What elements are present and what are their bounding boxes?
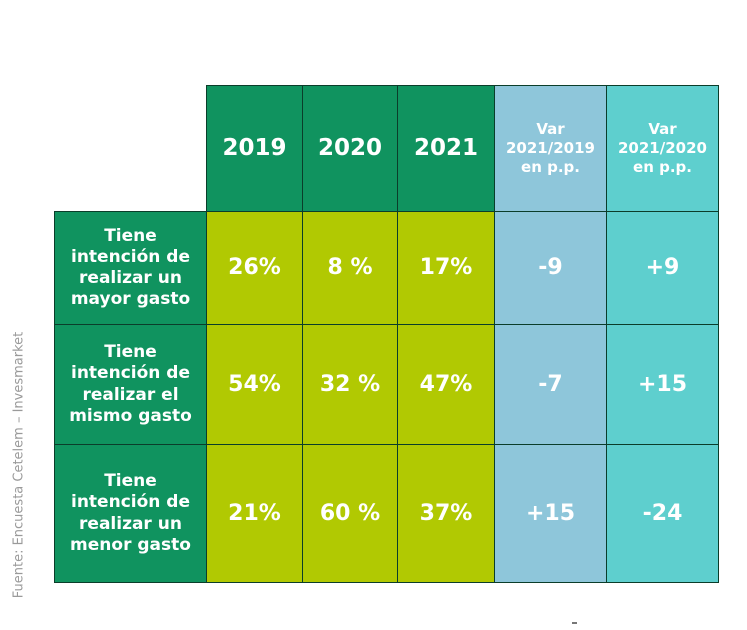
- table-cell: 8 %: [302, 211, 398, 325]
- table-cell: 60 %: [302, 444, 398, 583]
- table-cell: +15: [494, 444, 607, 583]
- corner-cell: [55, 86, 207, 212]
- table-row: Tiene intención de realizar un menor gas…: [54, 444, 719, 583]
- data-table: 2019 2020 2021 Var 2021/2019 en p.p. Var…: [54, 85, 719, 583]
- table-cell: 54%: [206, 324, 303, 445]
- table-cell: -7: [494, 324, 607, 445]
- table-cell: 21%: [206, 444, 303, 583]
- table-cell: 32 %: [302, 324, 398, 445]
- table-cell: -9: [494, 211, 607, 325]
- table-cell: 26%: [206, 211, 303, 325]
- column-header: Var 2021/2019 en p.p.: [494, 85, 607, 212]
- table-row: Tiene intención de realizar el mismo gas…: [54, 324, 719, 445]
- page-mark: [572, 622, 577, 624]
- row-label: Tiene intención de realizar un menor gas…: [54, 444, 207, 583]
- row-label: Tiene intención de realizar un mayor gas…: [54, 211, 207, 325]
- column-header: Var 2021/2020 en p.p.: [606, 85, 719, 212]
- table-cell: +9: [606, 211, 719, 325]
- table-cell: 47%: [397, 324, 495, 445]
- row-label: Tiene intención de realizar el mismo gas…: [54, 324, 207, 445]
- table-cell: +15: [606, 324, 719, 445]
- source-note: Fuente: Encuesta Cetelem – Invesmarket: [11, 331, 27, 599]
- table-row: Tiene intención de realizar un mayor gas…: [54, 211, 719, 325]
- column-header: 2021: [397, 85, 495, 212]
- table-cell: 17%: [397, 211, 495, 325]
- table-cell: -24: [606, 444, 719, 583]
- column-header: 2019: [206, 85, 303, 212]
- table-cell: 37%: [397, 444, 495, 583]
- header-row: 2019 2020 2021 Var 2021/2019 en p.p. Var…: [55, 85, 719, 212]
- column-header: 2020: [302, 85, 398, 212]
